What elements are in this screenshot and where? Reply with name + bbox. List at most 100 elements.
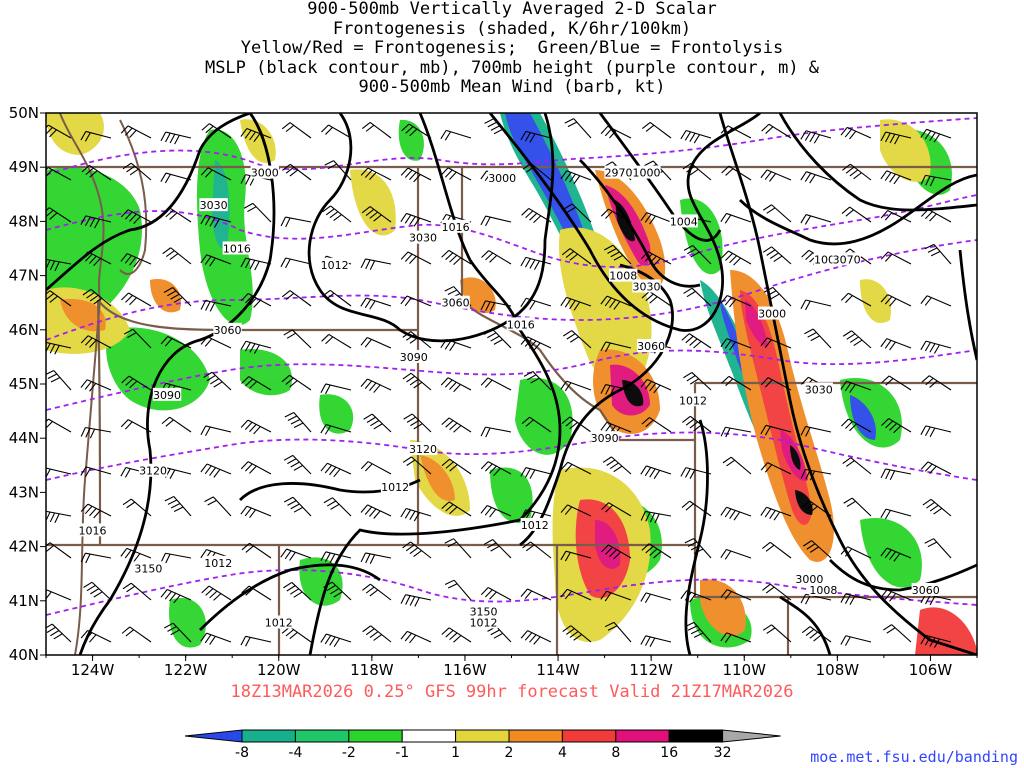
mslp-label-bg [441, 219, 470, 233]
wind-barb [240, 505, 272, 519]
height-label-bg [152, 387, 182, 401]
wind-barb [320, 424, 352, 435]
mslp-label: 1012 [381, 481, 409, 494]
wind-barb [162, 247, 192, 265]
wind-barb [400, 167, 432, 183]
wind-barb [760, 506, 792, 521]
wind-barb [200, 632, 232, 645]
wind-barb [81, 164, 112, 181]
wind-barb [721, 250, 752, 266]
wind-barb [920, 208, 952, 223]
height-label: 3000 [795, 573, 823, 586]
wind-barb [800, 171, 832, 184]
wind-barb [800, 468, 832, 481]
wind-barb [402, 331, 432, 349]
map-plot-area: 1016 1012 1016 1016 1000 1004 1008 1012 1012 1012… [46, 113, 977, 655]
wind-barb [164, 622, 192, 643]
wind-barb [720, 295, 752, 308]
wind-barb [720, 548, 752, 560]
wind-barb [560, 550, 592, 562]
wind-barb [82, 288, 112, 307]
title-line-4: MSLP (black contour, mb), 700mb height (… [204, 57, 820, 78]
mslp-label-bg [320, 257, 349, 271]
height-label-bg [590, 431, 619, 445]
wind-barb [401, 123, 432, 139]
wind-barb [680, 467, 712, 479]
lon-tick-label: 116W [443, 661, 487, 679]
wind-barb [320, 633, 352, 648]
lat-tick-label: 45N [9, 375, 39, 393]
wind-barb [920, 340, 952, 354]
wind-barb [324, 160, 352, 181]
wind-barb [483, 539, 512, 559]
lat-tick-label: 47N [9, 267, 39, 285]
lat-tick-label: 44N [9, 429, 39, 447]
height-label: 3000 [488, 172, 516, 185]
height-label-bg [636, 339, 666, 353]
wind-barb [522, 541, 552, 559]
wind-barb [800, 425, 832, 437]
mslp-label-bg [632, 165, 661, 179]
mslp-label: 1004 [670, 215, 698, 228]
wind-barb [402, 456, 432, 475]
wind-barb [241, 542, 272, 559]
lon-tick-label: 108W [816, 661, 860, 679]
wind-barb [640, 378, 672, 394]
height-label: 3120 [139, 465, 167, 478]
height-label-bg [604, 165, 633, 179]
wind-barb [480, 377, 512, 391]
wind-barb [203, 371, 232, 391]
wind-barb [83, 581, 112, 601]
height-label-bg [199, 198, 228, 212]
wind-barb [163, 287, 192, 307]
height-label-bg [213, 322, 242, 336]
figure-title: 900-500mb Vertically Averaged 2-D Scalar… [0, 0, 1024, 98]
height-label: 3060 [912, 584, 940, 597]
wind-barb [801, 626, 832, 643]
wind-barb [361, 206, 392, 223]
wind-barb [80, 130, 112, 142]
wind-barb [360, 552, 392, 564]
wind-barb [360, 461, 392, 475]
height-label: 3060 [442, 297, 470, 310]
wind-barb [283, 582, 312, 601]
wind-barb [80, 426, 112, 439]
wind-barb [480, 215, 512, 227]
wind-barb [121, 375, 152, 391]
height-label-bg [632, 279, 661, 293]
lon-tick-label: 112W [629, 661, 673, 679]
wind-barb [880, 468, 912, 480]
wind-barb [480, 300, 512, 312]
wind-barb [484, 118, 512, 139]
mslp-label: 1016 [507, 318, 535, 331]
wind-barb [601, 502, 632, 517]
wind-barb [323, 497, 352, 517]
wind-barb [881, 418, 912, 434]
wind-barb [322, 289, 352, 307]
credit-url[interactable]: moe.met.fsu.edu/banding [810, 748, 1018, 766]
wind-barb [440, 338, 472, 352]
wind-barb [363, 413, 392, 433]
mslp-label: 1000 [632, 167, 660, 180]
wind-barb [522, 162, 552, 181]
mslp-label-bg [506, 317, 536, 331]
wind-barb [400, 594, 432, 607]
wind-barb [840, 635, 872, 646]
wind-barb [402, 541, 432, 559]
wind-barb [600, 295, 632, 310]
wind-barb [683, 287, 712, 307]
wind-barb [323, 581, 352, 601]
wind-barb [400, 212, 432, 227]
height-label-bg [832, 252, 861, 266]
wind-barb [240, 419, 272, 435]
wind-barb [840, 126, 872, 140]
height-label: 3030 [805, 383, 833, 396]
wind-barb [520, 297, 552, 310]
lat-tick-label: 46N [9, 321, 39, 339]
lat-tick-label: 50N [9, 104, 39, 122]
wind-barb [920, 174, 952, 187]
wind-barb [881, 375, 912, 391]
wind-barb [722, 456, 752, 475]
wind-barb [321, 124, 352, 139]
wind-barb [840, 292, 872, 307]
